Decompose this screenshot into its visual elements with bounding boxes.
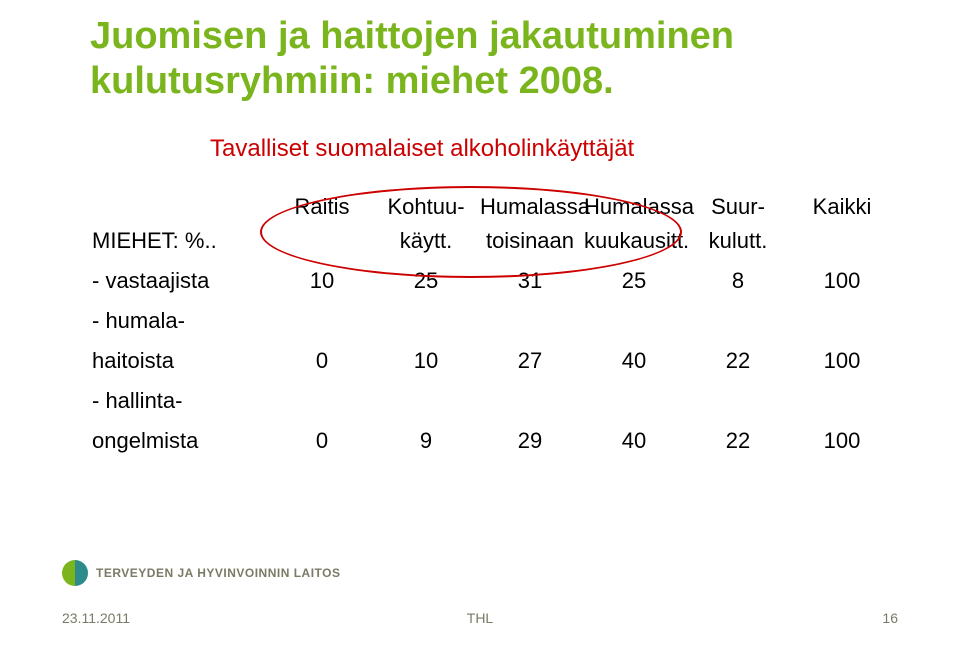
data-table-wrap: Raitis Kohtuu- Humalassa Humalassa Suur-… bbox=[90, 190, 890, 464]
header-cell: toisinaan bbox=[478, 224, 582, 258]
logo-text: TERVEYDEN JA HYVINVOINNIN LAITOS bbox=[96, 566, 341, 580]
row-label-line1: - humala- bbox=[90, 304, 270, 338]
table-row: - hallinta- bbox=[90, 384, 894, 418]
row-label: - vastaajista bbox=[90, 258, 270, 304]
cell: 10 bbox=[270, 258, 374, 304]
header-cell: Humalassa bbox=[582, 190, 686, 224]
table-row: ongelmista 0 9 29 40 22 100 bbox=[90, 418, 894, 464]
header-cell bbox=[90, 190, 270, 224]
header-cell: kuukausitt. bbox=[582, 224, 686, 258]
cell: 9 bbox=[374, 418, 478, 464]
row-category-label: MIEHET: %.. bbox=[90, 224, 270, 258]
cell: 10 bbox=[374, 338, 478, 384]
row-label-line2: ongelmista bbox=[90, 418, 270, 464]
cell: 100 bbox=[790, 258, 894, 304]
cell: 25 bbox=[582, 258, 686, 304]
header-cell: käytt. bbox=[374, 224, 478, 258]
cell: 0 bbox=[270, 338, 374, 384]
cell: 31 bbox=[478, 258, 582, 304]
cell: 22 bbox=[686, 418, 790, 464]
cell: 29 bbox=[478, 418, 582, 464]
cell: 100 bbox=[790, 418, 894, 464]
row-label-line1: - hallinta- bbox=[90, 384, 270, 418]
cell: 27 bbox=[478, 338, 582, 384]
slide: Juomisen ja haittojen jakautuminen kulut… bbox=[0, 0, 960, 646]
header-cell bbox=[270, 224, 374, 258]
cell: 40 bbox=[582, 418, 686, 464]
header-cell: kulutt. bbox=[686, 224, 790, 258]
header-cell: Suur- bbox=[686, 190, 790, 224]
cell: 100 bbox=[790, 338, 894, 384]
title-line-2: kulutusryhmiin: miehet 2008. bbox=[90, 60, 614, 102]
footer-page-number: 16 bbox=[882, 610, 898, 626]
header-cell: Kohtuu- bbox=[374, 190, 478, 224]
title-line-1: Juomisen ja haittojen jakautuminen bbox=[90, 15, 734, 57]
table-header-row-1: Raitis Kohtuu- Humalassa Humalassa Suur-… bbox=[90, 190, 894, 224]
logo-icon bbox=[62, 560, 88, 586]
table-row: haitoista 0 10 27 40 22 100 bbox=[90, 338, 894, 384]
slide-title: Juomisen ja haittojen jakautuminen kulut… bbox=[90, 14, 900, 104]
cell: 25 bbox=[374, 258, 478, 304]
cell: 22 bbox=[686, 338, 790, 384]
header-cell bbox=[790, 224, 894, 258]
row-label-line2: haitoista bbox=[90, 338, 270, 384]
footer-center: THL bbox=[0, 610, 960, 626]
table-header-row-2: MIEHET: %.. käytt. toisinaan kuukausitt.… bbox=[90, 224, 894, 258]
cell: 8 bbox=[686, 258, 790, 304]
header-cell: Raitis bbox=[270, 190, 374, 224]
cell: 40 bbox=[582, 338, 686, 384]
table-row: - humala- bbox=[90, 304, 894, 338]
table-row: - vastaajista 10 25 31 25 8 100 bbox=[90, 258, 894, 304]
footer-logo: TERVEYDEN JA HYVINVOINNIN LAITOS bbox=[62, 560, 341, 586]
header-cell: Kaikki bbox=[790, 190, 894, 224]
slide-subtitle: Tavalliset suomalaiset alkoholinkäyttäjä… bbox=[210, 135, 634, 163]
cell: 0 bbox=[270, 418, 374, 464]
data-table: Raitis Kohtuu- Humalassa Humalassa Suur-… bbox=[90, 190, 894, 464]
header-cell: Humalassa bbox=[478, 190, 582, 224]
